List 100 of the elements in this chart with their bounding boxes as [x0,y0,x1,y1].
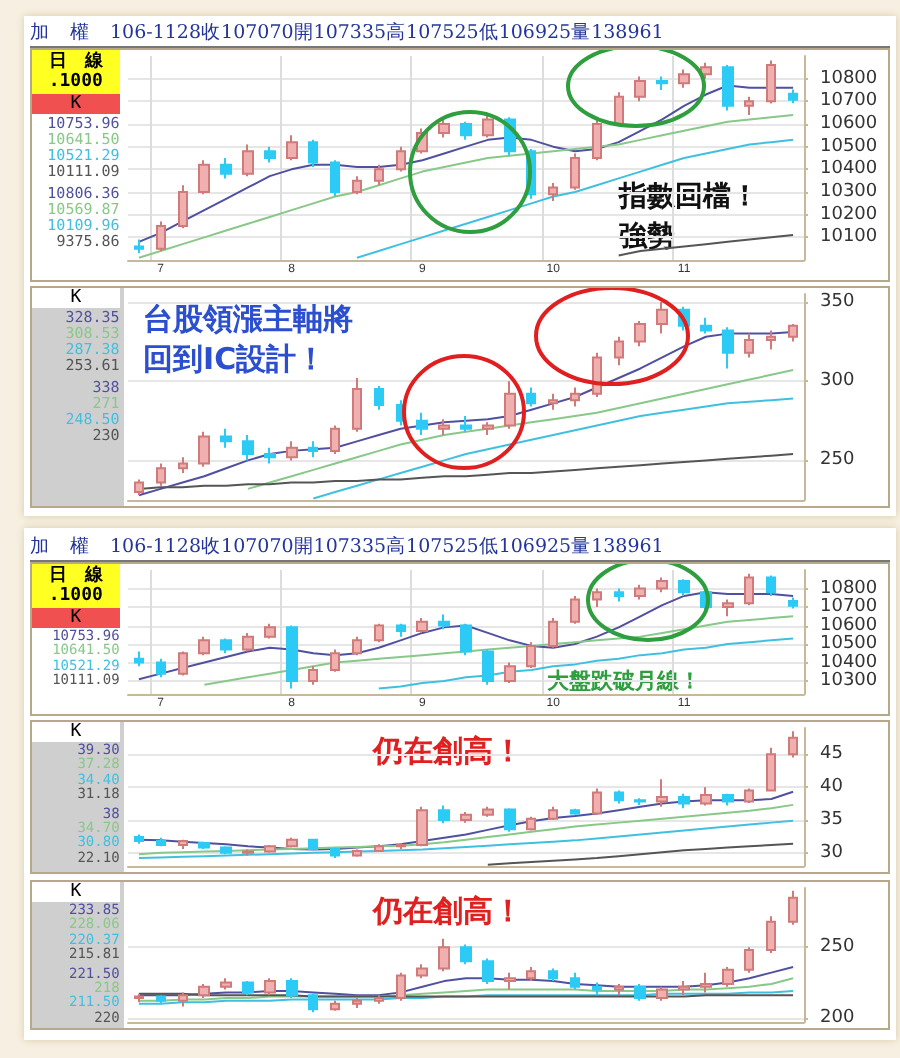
line-series [137,803,794,856]
candlestick [133,833,144,845]
candlestick [177,991,188,1008]
candlestick [459,811,472,824]
y-tick-label: 10500 [819,136,878,157]
candlestick [133,478,144,497]
line-series [137,989,794,1005]
candlestick [415,805,428,848]
legend-title: K [32,882,120,902]
candlestick [329,846,340,860]
candlestick [699,971,712,994]
candlestick [525,965,536,983]
candlestick [633,319,646,348]
candlestick [285,977,298,1000]
candlestick [263,843,276,854]
candlestick [613,335,624,367]
candlestick [743,946,754,974]
candlestick [569,807,580,816]
y-tick-label: 40 [819,777,844,798]
y-axis-title: 日 線 .1000 [32,566,120,606]
candlestick [329,648,340,673]
candlestick [765,746,776,793]
candlestick [569,386,580,408]
candlestick [677,578,690,597]
candlestick [699,786,712,807]
y-tick-label: 350 [819,291,855,312]
candlestick [263,977,276,997]
candlestick [459,120,472,141]
y-tick-label: 200 [819,1007,855,1028]
y-tick-label: 35 [819,810,843,830]
candlestick [547,392,558,411]
line-series [355,138,794,259]
y-tick-label: 10600 [819,615,878,636]
candlestick [655,778,668,808]
candlestick [219,977,232,991]
candlestick [329,424,340,456]
candlestick [329,999,340,1012]
candlestick [241,980,254,997]
candlestick [219,637,232,655]
candlestick [569,152,580,191]
candlestick [285,624,298,690]
candlestick [787,88,798,105]
candlestick [177,650,188,677]
candlestick [765,329,776,351]
candlestick [351,175,362,196]
candlestick [613,982,624,997]
candlestick [437,804,450,825]
candlestick [459,415,472,433]
candlestick [591,118,602,162]
candlestick [743,787,754,804]
candlestick [351,635,362,657]
candlestick [591,787,602,816]
candlestick [263,446,276,465]
y-tick-label: 10300 [819,182,878,202]
candlestick [677,68,690,89]
y-tick-label: 250 [819,937,855,958]
candlestick [373,843,384,853]
candlestick [351,848,362,858]
candlestick [177,456,188,475]
candlestick [395,842,406,850]
y-tick-label: 30 [819,842,844,863]
line-series [311,397,794,500]
legend-title: K [32,288,120,308]
candlestick [197,159,210,196]
candlestick [655,985,668,1002]
legend-title: K [32,722,120,742]
candlestick [699,61,712,80]
candlestick [285,836,298,849]
line-series [137,113,794,259]
candlestick [503,380,516,430]
candlestick [241,631,254,653]
y-tick-label: 10800 [819,68,878,89]
candlestick [177,184,188,230]
y-tick-label: 10200 [819,204,878,225]
candlestick [155,836,166,848]
candlestick [373,622,384,644]
candlestick [219,157,232,180]
legend-title: K [32,608,120,628]
candlestick [481,648,494,686]
candlestick [373,384,384,411]
candlestick [591,981,602,997]
y-tick-label: 250 [819,450,855,471]
candlestick [351,376,362,433]
candlestick [525,641,536,670]
candlestick [197,635,210,657]
candlestick [787,596,798,610]
candlestick [307,992,318,1014]
y-tick-label: 10300 [819,671,878,692]
candlestick [373,163,384,187]
line-series [486,842,794,866]
candlestick [503,661,516,684]
line-series [137,331,794,497]
line-series [137,977,794,1002]
candlestick [765,915,776,954]
candlestick [307,440,318,459]
candlestick [329,159,340,198]
candlestick [437,613,450,631]
candlestick [743,332,754,359]
candlestick [437,937,450,973]
candlestick [459,943,472,966]
